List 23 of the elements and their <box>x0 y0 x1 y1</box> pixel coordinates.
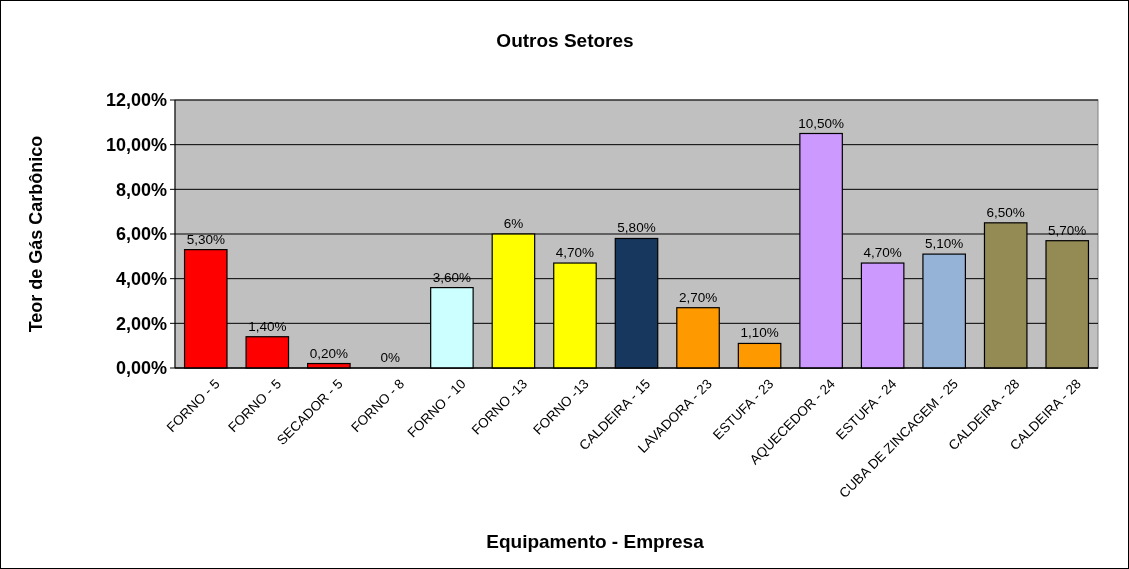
y-axis-title: Teor de Gás Carbônico <box>26 135 46 333</box>
data-label: 5,70% <box>1048 222 1087 238</box>
data-label: 0% <box>380 350 401 365</box>
data-label: 6% <box>503 216 524 231</box>
data-label: 1,10% <box>740 325 779 341</box>
y-tick-label: 12,00% <box>105 90 167 111</box>
y-tick-label: 10,00% <box>105 134 167 155</box>
data-label: 10,50% <box>798 115 844 131</box>
x-axis-title: Equipamento - Empresa <box>486 531 705 552</box>
data-label: 2,70% <box>678 289 718 305</box>
y-tick-label: 2,00% <box>115 313 167 334</box>
data-label: 4,70% <box>863 245 902 261</box>
y-tick-label: 0,00% <box>115 358 167 379</box>
chart-title: Outros Setores <box>496 30 634 51</box>
data-label: 5,30% <box>186 231 225 247</box>
y-tick-label: 4,00% <box>115 268 167 289</box>
data-label: 0,20% <box>309 345 348 361</box>
data-label: 4,70% <box>555 245 595 261</box>
data-label: 6,50% <box>986 204 1025 220</box>
data-label: 5,10% <box>925 236 964 252</box>
y-tick-label: 6,00% <box>115 224 167 245</box>
data-label: 5,80% <box>617 220 656 236</box>
y-tick-label: 8,00% <box>115 179 167 200</box>
